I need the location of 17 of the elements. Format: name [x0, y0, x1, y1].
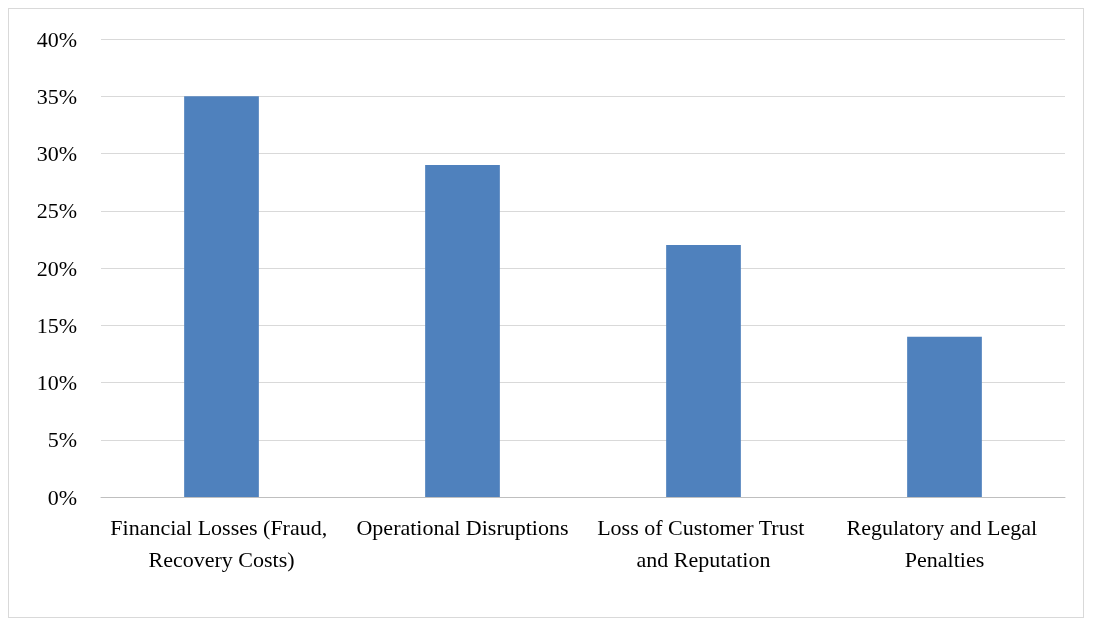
x-tick-label: Regulatory and Legal Penalties: [846, 514, 1043, 572]
y-tick-label: 5%: [47, 427, 77, 453]
x-tick-label: Loss of Customer Trust and Reputation: [597, 514, 810, 572]
y-tick-label: 0%: [47, 484, 77, 510]
bar: [425, 164, 500, 497]
bar: [184, 96, 259, 497]
x-tick-label: Financial Losses (Fraud, Recovery Costs): [110, 514, 333, 572]
bar: [666, 245, 741, 497]
y-tick-label: 10%: [36, 370, 77, 395]
y-tick-label: 35%: [36, 83, 77, 109]
y-tick-label: 40%: [36, 26, 77, 52]
y-tick-label: 25%: [36, 198, 77, 224]
y-tick-label: 20%: [36, 255, 77, 281]
bar: [907, 336, 982, 497]
y-tick-label: 30%: [36, 141, 77, 166]
x-tick-label: Operational Disruptions: [356, 514, 569, 540]
y-tick-label: 15%: [36, 312, 77, 338]
